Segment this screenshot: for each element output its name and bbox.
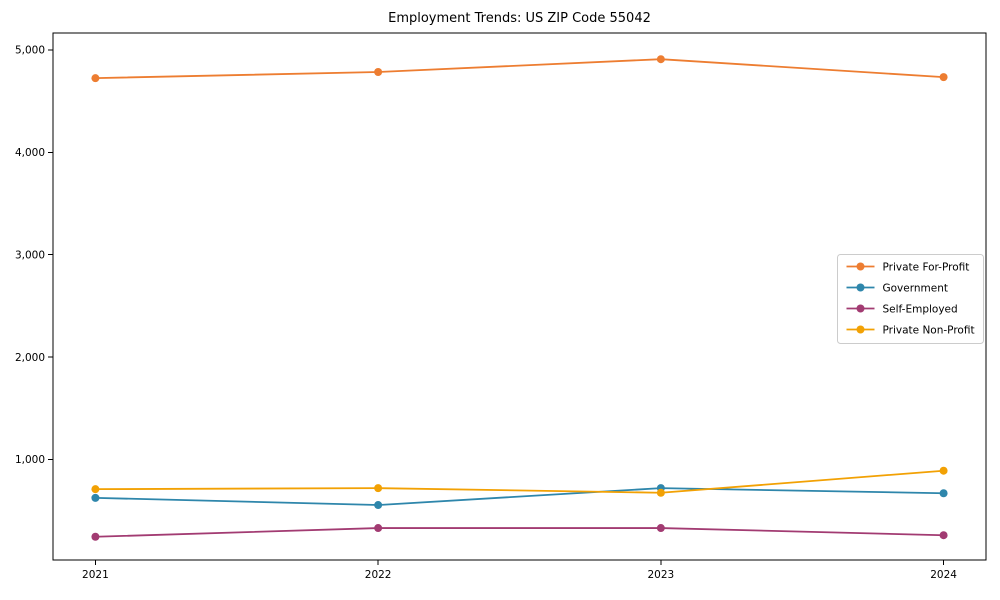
chart-title: Employment Trends: US ZIP Code 55042 xyxy=(388,11,651,26)
data-point-marker xyxy=(91,74,100,83)
y-tick-label: 5,000 xyxy=(15,45,45,57)
data-point-marker xyxy=(91,485,100,494)
x-tick-label: 2021 xyxy=(82,569,109,581)
series-line xyxy=(94,527,945,538)
legend-item-label: Private For-Profit xyxy=(883,261,970,273)
y-tick-label: 1,000 xyxy=(15,454,45,466)
data-point-marker xyxy=(939,489,948,498)
data-point-marker xyxy=(374,524,383,533)
x-tick-label: 2022 xyxy=(365,569,392,581)
legend-box xyxy=(837,254,984,344)
series-line xyxy=(94,469,945,494)
legend-item-label: Government xyxy=(883,282,948,294)
data-point-marker xyxy=(939,531,948,540)
data-point-marker xyxy=(656,524,665,533)
y-tick-label: 2,000 xyxy=(15,352,45,364)
data-point-marker xyxy=(656,55,665,64)
legend-item-label: Private Non-Profit xyxy=(883,324,975,336)
y-tick-label: 3,000 xyxy=(15,249,45,261)
y-tick-label: 4,000 xyxy=(15,147,45,159)
legend-item-label: Self-Employed xyxy=(883,303,958,315)
data-point-marker xyxy=(374,484,383,493)
legend-marker-dot xyxy=(856,304,865,313)
data-point-marker xyxy=(91,532,100,541)
data-point-marker xyxy=(939,73,948,82)
legend-marker-dot xyxy=(856,283,865,292)
plot-area xyxy=(52,32,987,561)
legend-marker-dot xyxy=(856,325,865,334)
x-tick-label: 2024 xyxy=(930,569,957,581)
data-point-marker xyxy=(656,488,665,497)
series-line xyxy=(94,487,945,506)
data-point-marker xyxy=(91,493,100,502)
series-line xyxy=(94,58,945,80)
data-point-marker xyxy=(939,466,948,475)
legend-marker-dot xyxy=(856,262,865,271)
x-tick-label: 2023 xyxy=(647,569,674,581)
data-point-marker xyxy=(374,68,383,77)
data-point-marker xyxy=(374,501,383,510)
